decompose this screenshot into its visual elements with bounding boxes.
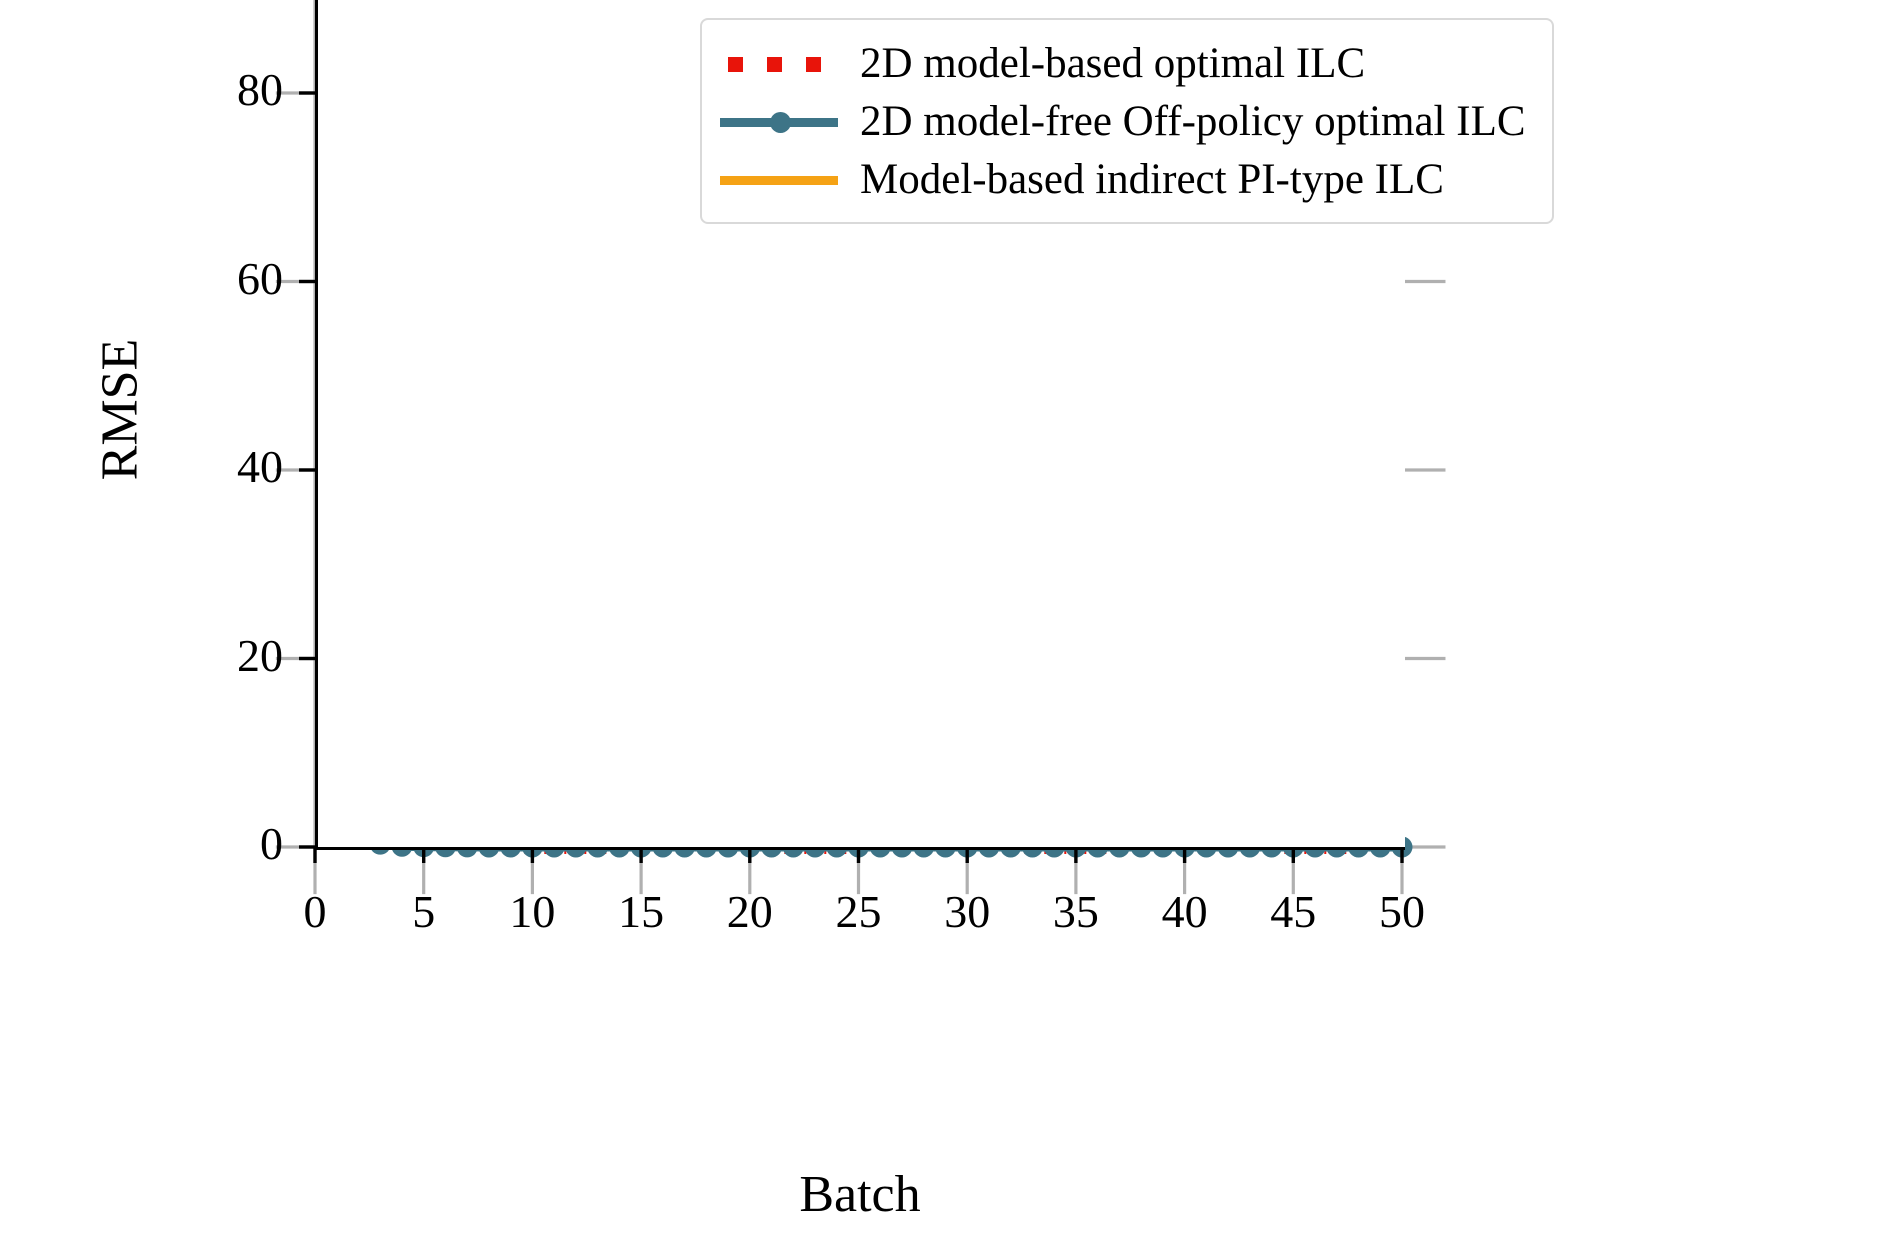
x-axis-tick-label: 50 (1379, 886, 1425, 937)
legend-key-dotted-line-key (720, 46, 838, 80)
x-axis-tick-label: 30 (944, 886, 991, 937)
y-axis-tick-label: 40 (237, 441, 283, 492)
x-axis-tick-label: 0 (303, 886, 327, 937)
x-axis-title: Batch (799, 1166, 921, 1223)
x-axis-tick-label: 40 (1161, 886, 1208, 937)
y-axis-tick-label: 20 (237, 629, 283, 681)
y-axis-tick-label: 60 (237, 252, 283, 304)
legend-label: Model-based indirect PI-type ILC (860, 155, 1444, 203)
legend-key-solid-line-key (720, 162, 838, 196)
legend-line-swatch (720, 176, 838, 185)
legend-marker-dot (770, 112, 791, 133)
legend-entry[interactable]: 2D model-based optimal ILC (720, 34, 1526, 92)
y-axis-tick-label: 0 (260, 818, 283, 869)
y-axis-title: RMSE (91, 338, 149, 481)
legend-entry[interactable]: Model-based indirect PI-type ILC (720, 150, 1526, 208)
x-axis-tick-label: 15 (618, 886, 665, 937)
legend-entry[interactable]: 2D model-free Off-policy optimal ILC (720, 92, 1526, 150)
legend-key-solid-line-marker-key (720, 104, 838, 138)
chart-legend: 2D model-based optimal ILC 2D model-free … (700, 18, 1554, 224)
legend-dash-square (728, 57, 743, 72)
x-axis-tick-label: 20 (726, 886, 773, 937)
x-axis-tick-label: 25 (835, 886, 882, 937)
legend-dash-square (806, 57, 821, 72)
x-axis-tick-label: 5 (412, 886, 436, 937)
x-axis-tick-label: 45 (1270, 886, 1317, 937)
x-axis-tick-label: 35 (1052, 886, 1099, 937)
y-axis-tick-label: 80 (237, 64, 283, 115)
x-axis-tick-label: 10 (509, 886, 556, 937)
legend-label: 2D model-free Off-policy optimal ILC (860, 97, 1526, 145)
legend-dash-square (767, 57, 782, 72)
legend-label: 2D model-based optimal ILC (860, 39, 1366, 87)
